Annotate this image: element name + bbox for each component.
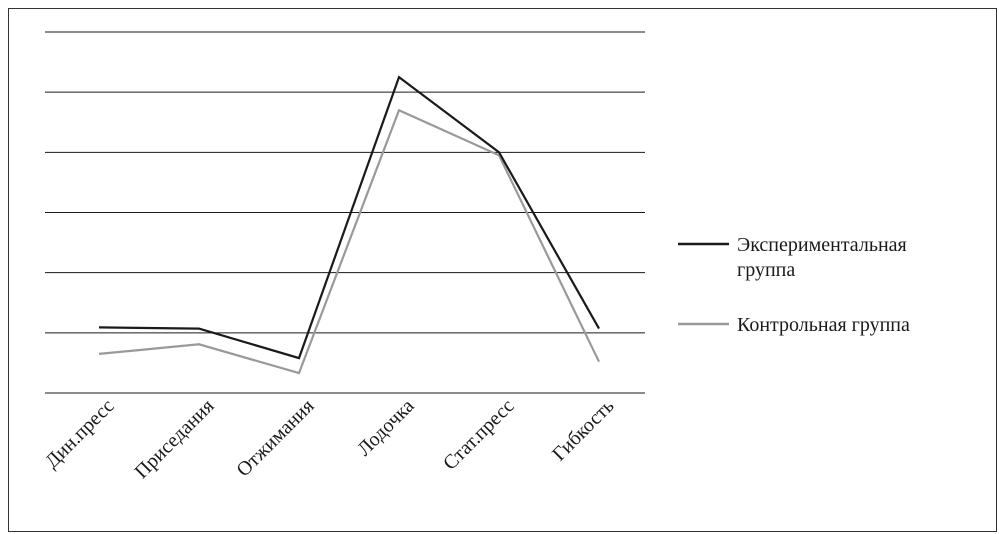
x-tick-label: Отжимания <box>232 395 318 481</box>
x-tick-label: Дин.пресс <box>41 395 119 473</box>
series-line-experimental <box>98 75 600 360</box>
legend: Экспериментальная группа Контрольная групп… <box>678 234 910 336</box>
series-line-control <box>98 108 600 375</box>
gridlines <box>45 31 645 394</box>
legend-item-control: Контрольная группа <box>678 314 910 336</box>
legend-label: группа <box>737 259 795 281</box>
x-axis-tick-labels: Дин.пресс Приседания Отжимания Лодочка Стат.… <box>41 395 619 483</box>
legend-item-experimental: Экспериментальная группа <box>678 234 907 281</box>
chart-frame <box>8 8 997 532</box>
legend-label: Контрольная группа <box>737 314 910 336</box>
x-tick-label: Гибкость <box>548 395 618 465</box>
x-tick-label: Лодочка <box>353 395 418 460</box>
series-lines <box>98 75 600 375</box>
x-tick-label: Стат.пресс <box>439 395 519 475</box>
legend-label: Экспериментальная <box>737 234 907 256</box>
x-tick-label: Приседания <box>130 395 218 483</box>
